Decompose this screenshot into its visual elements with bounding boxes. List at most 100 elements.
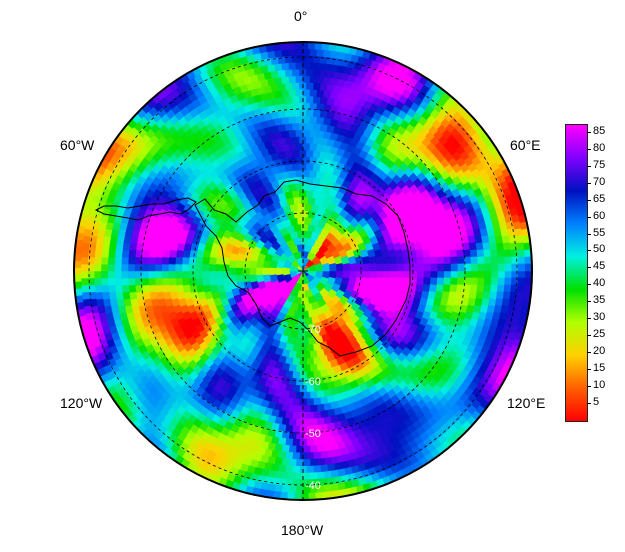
colorbar-tick-label: 65 (593, 192, 606, 205)
data-cell (416, 277, 425, 286)
colorbar-tick-label: 50 (593, 243, 606, 256)
data-cell (168, 284, 178, 293)
data-cell (356, 270, 364, 279)
data-cell (435, 284, 445, 293)
data-cell (134, 263, 142, 272)
data-cell (312, 411, 322, 420)
data-cell (383, 263, 391, 272)
data-cell (313, 55, 322, 64)
data-cell (295, 48, 304, 56)
data-cell (134, 270, 142, 279)
data-cell (395, 256, 405, 265)
data-cell (510, 277, 519, 286)
data-cell (483, 284, 492, 293)
data-cell (281, 89, 290, 98)
data-cell (356, 263, 364, 272)
data-cell (242, 273, 251, 283)
colorbar-tick-mark (587, 352, 591, 354)
data-cell (127, 263, 136, 272)
data-cell (115, 242, 124, 251)
data-cell (423, 263, 432, 272)
data-cell (284, 383, 294, 393)
colorbar-tick-mark (587, 284, 591, 286)
data-cell (430, 263, 439, 272)
data-cells (74, 42, 532, 500)
colorbar-tick-label: 70 (593, 175, 606, 188)
data-cell (309, 472, 318, 481)
data-cell (295, 364, 304, 373)
data-cell (277, 55, 287, 64)
data-cell (188, 270, 196, 279)
data-cell (409, 256, 418, 265)
data-cell (326, 56, 336, 65)
data-cell (288, 404, 297, 413)
data-cell (295, 405, 304, 413)
data-cell (288, 363, 297, 373)
data-cell (510, 284, 519, 293)
data-cell (161, 270, 169, 279)
data-cell (141, 270, 149, 279)
data-cell (289, 203, 299, 212)
data-cell (248, 266, 257, 276)
data-cell (306, 109, 315, 117)
data-cell (161, 263, 169, 272)
data-cell (369, 263, 378, 272)
data-cell (147, 256, 156, 265)
data-cell (518, 263, 526, 272)
data-cell (323, 443, 332, 452)
data-cell (281, 471, 290, 480)
data-cell (284, 55, 293, 64)
data-cell (326, 463, 336, 472)
data-cell (284, 424, 294, 433)
colorbar (565, 124, 588, 422)
data-cell (121, 249, 130, 258)
data-cell (291, 135, 300, 144)
data-cell (319, 478, 329, 487)
data-cell (281, 116, 290, 125)
data-cell (284, 451, 294, 460)
data-cell (490, 277, 499, 286)
data-cell (295, 156, 304, 164)
data-cell (300, 210, 309, 218)
data-cell (255, 266, 264, 276)
data-cell (242, 266, 250, 276)
colorbar-tick-label: 5 (593, 396, 600, 409)
data-cell (319, 450, 329, 460)
data-cell (335, 263, 344, 272)
data-cell (201, 277, 211, 286)
data-cell (295, 61, 304, 70)
data-cell (416, 263, 425, 272)
data-cell (168, 249, 178, 258)
data-cell (456, 256, 465, 265)
data-cell (516, 242, 525, 251)
data-cell (319, 437, 329, 446)
data-cell (443, 263, 452, 272)
data-cell (284, 149, 294, 159)
data-cell (81, 242, 90, 251)
data-cell (490, 249, 499, 258)
data-cell (323, 76, 332, 85)
data-cell (302, 142, 311, 151)
data-cell (100, 270, 109, 279)
data-cell (429, 277, 438, 286)
data-cell (484, 270, 492, 279)
data-cell (284, 397, 294, 406)
data-cell (291, 109, 300, 117)
colorbar-tick-mark (587, 301, 591, 303)
data-cell (496, 284, 505, 293)
data-cell (309, 169, 318, 179)
colorbar-tick-mark (587, 182, 591, 184)
data-cell (470, 263, 479, 272)
data-cell (93, 263, 102, 272)
data-cell (174, 256, 183, 265)
data-cell (491, 263, 499, 272)
data-cell (306, 438, 315, 447)
data-cell (274, 76, 283, 85)
data-cell (88, 242, 97, 251)
data-cell (291, 149, 300, 158)
data-cell (80, 249, 89, 258)
data-cell (284, 411, 294, 420)
data-cell (342, 263, 351, 272)
data-cell (389, 263, 398, 272)
data-cell (296, 230, 306, 239)
